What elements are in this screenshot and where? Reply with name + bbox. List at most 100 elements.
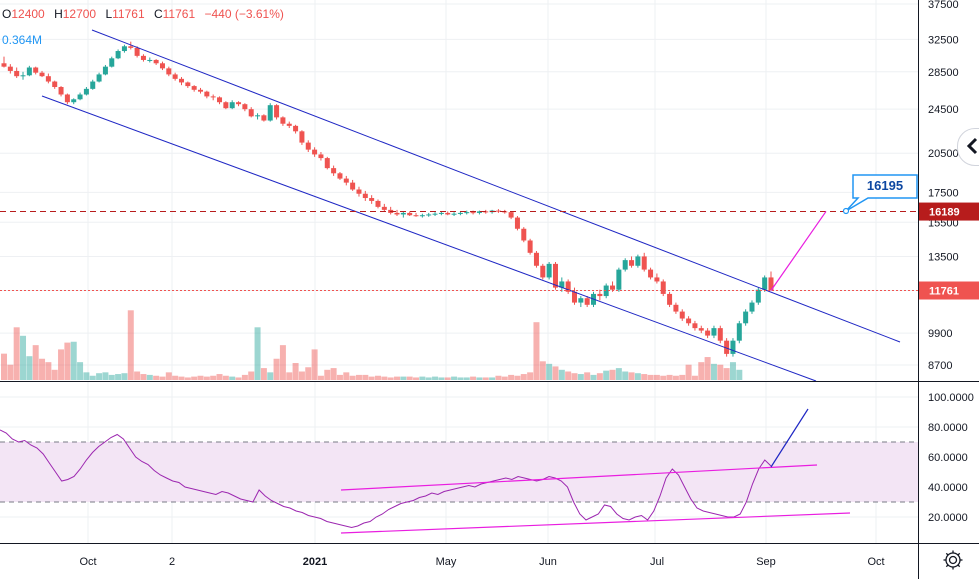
candle xyxy=(236,101,242,107)
candle xyxy=(90,79,96,90)
candle xyxy=(711,325,717,339)
time-axis-label: 2 xyxy=(169,556,175,568)
candle-body xyxy=(559,281,565,288)
volume-bar xyxy=(577,374,584,380)
volume-bar xyxy=(83,372,90,380)
candle-body xyxy=(83,88,89,95)
volume-bar xyxy=(584,372,591,380)
volume-bar xyxy=(305,367,312,380)
volume-bar xyxy=(470,376,477,380)
volume-bar xyxy=(32,345,39,380)
rsi-axis-label: 60.0000 xyxy=(928,452,968,464)
volume-bar xyxy=(704,357,711,380)
candle xyxy=(280,116,286,126)
candle-body xyxy=(356,189,362,194)
candle-body xyxy=(724,340,730,354)
rsi-axis-label: 80.0000 xyxy=(928,422,968,434)
candle xyxy=(121,44,127,53)
candle-body xyxy=(286,123,292,126)
candle xyxy=(166,66,172,77)
candle xyxy=(64,93,70,105)
candle xyxy=(71,98,77,105)
candle-body xyxy=(71,99,77,103)
candle xyxy=(514,216,520,231)
candle xyxy=(749,300,755,314)
candle-body xyxy=(280,117,286,124)
candle xyxy=(394,209,400,217)
volume-bar xyxy=(438,377,445,380)
candle-body xyxy=(603,285,609,297)
candle xyxy=(52,80,58,89)
candle-body xyxy=(293,125,299,132)
candle xyxy=(115,49,121,60)
chevron-left-icon xyxy=(966,137,978,155)
volume-bar xyxy=(96,373,103,380)
volume-bar xyxy=(368,376,375,380)
volume-bar xyxy=(432,376,439,380)
change-value: −440 (−3.61%) xyxy=(204,7,284,21)
volume-bar xyxy=(248,371,255,380)
volume-legend: 0.364M xyxy=(2,33,43,47)
candle xyxy=(140,54,146,62)
level-badge-bg xyxy=(919,202,979,221)
volume-bar xyxy=(634,373,641,380)
gear-icon[interactable] xyxy=(942,549,964,571)
candle xyxy=(476,210,482,215)
candle xyxy=(527,238,533,255)
candle-body xyxy=(768,277,774,291)
candle xyxy=(559,277,565,292)
candle xyxy=(451,212,457,217)
candle-body xyxy=(546,263,552,278)
candle-body xyxy=(381,206,387,210)
candle xyxy=(286,121,292,129)
candle-body xyxy=(77,94,83,100)
candle-body xyxy=(419,215,425,217)
volume-bar xyxy=(121,373,128,380)
volume-bar xyxy=(489,377,496,380)
candle-body xyxy=(312,149,318,155)
candle-body xyxy=(7,66,13,71)
candle-body xyxy=(96,74,102,82)
candle xyxy=(432,212,438,217)
rsi-band xyxy=(0,442,918,502)
candle-body xyxy=(470,212,476,214)
candle xyxy=(204,90,210,99)
volume-bar xyxy=(235,377,242,380)
candle-body xyxy=(571,291,577,303)
ohlc-legend: O12400 H12700 L11761 C11761 −440 (−3.61%… xyxy=(2,7,287,21)
candle-body xyxy=(705,330,711,336)
candle-body xyxy=(686,318,692,324)
candle-body xyxy=(565,281,571,292)
candle-body xyxy=(584,298,590,305)
volume-bar xyxy=(413,377,420,380)
volume-bar xyxy=(590,374,597,380)
volume-bar xyxy=(58,349,65,380)
candle-body xyxy=(622,260,628,270)
candle xyxy=(388,206,394,215)
candle-body xyxy=(375,200,381,207)
volume-bar xyxy=(457,377,464,380)
volume-bar xyxy=(102,372,109,380)
volume-bar xyxy=(628,372,635,380)
volume-bar xyxy=(153,375,160,380)
candle xyxy=(705,328,711,339)
candle-body xyxy=(166,68,172,75)
candle xyxy=(39,70,45,78)
volume-bar xyxy=(641,374,648,380)
candle-body xyxy=(109,58,115,67)
volume-bar xyxy=(558,369,565,380)
candle xyxy=(20,71,26,80)
candle xyxy=(686,316,692,326)
price-axis-label: 28500 xyxy=(928,67,959,79)
volume-bar xyxy=(89,375,96,380)
high-value: H12700 xyxy=(54,7,97,21)
price-axis-label: 37500 xyxy=(928,0,959,11)
volume-bar xyxy=(286,372,293,380)
volume-bar xyxy=(20,335,27,380)
volume-bar xyxy=(622,371,629,380)
candle-body xyxy=(305,142,311,150)
candle-body xyxy=(521,228,527,241)
channel-lower-line xyxy=(41,95,817,382)
volume-bar xyxy=(603,370,610,380)
